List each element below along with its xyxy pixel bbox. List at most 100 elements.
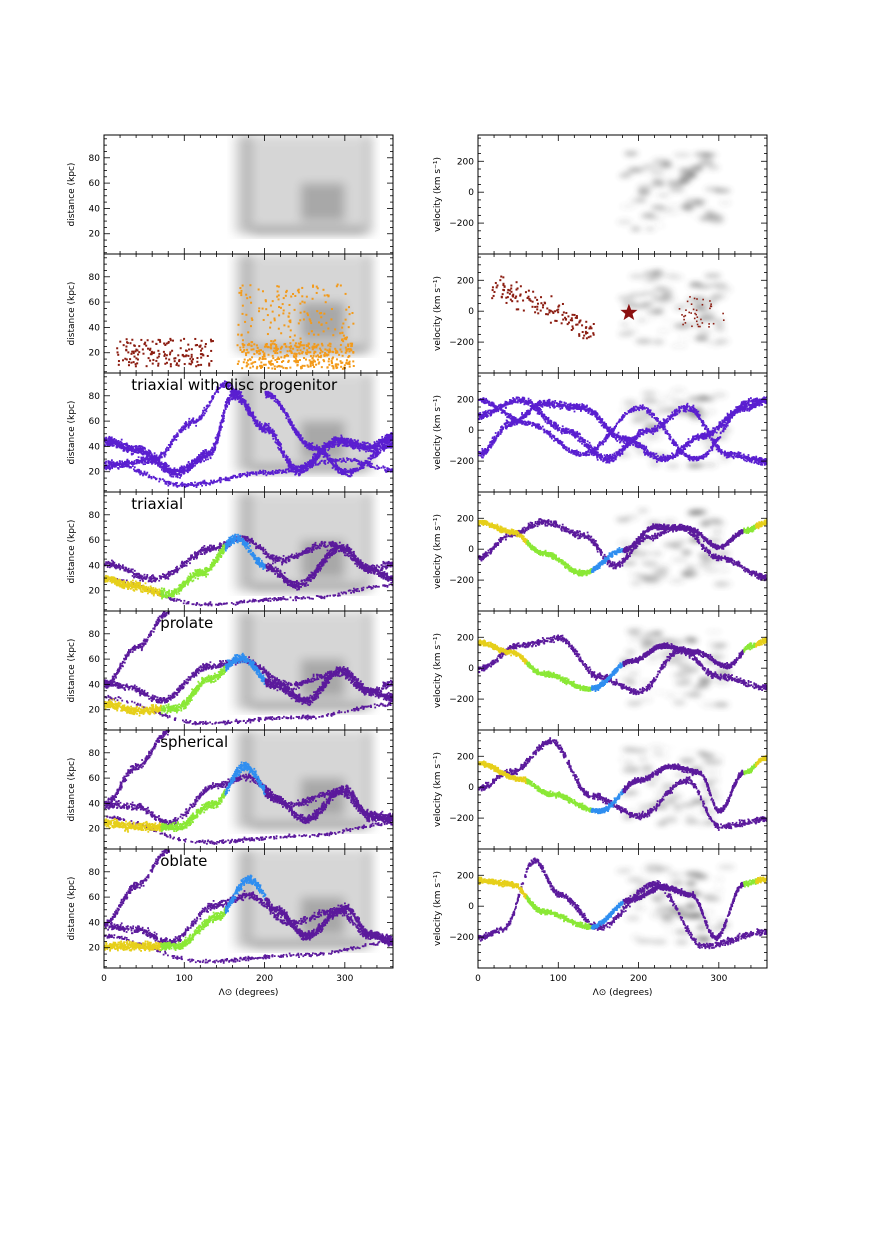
observed-point <box>129 358 132 361</box>
observed-point <box>238 291 241 294</box>
stream-point <box>361 466 363 469</box>
stream-point <box>314 453 317 456</box>
observed-point <box>173 357 176 360</box>
observed-point <box>165 357 168 360</box>
observed-point <box>190 360 193 363</box>
y-tick-label: 0 <box>468 188 474 198</box>
stream-point <box>251 412 254 414</box>
observed-point <box>290 295 293 298</box>
stream-point <box>165 466 168 469</box>
stream-point <box>186 463 189 466</box>
stream-point <box>354 446 357 448</box>
stream-point <box>106 440 109 443</box>
stream-point <box>276 440 279 443</box>
stream-point <box>310 461 313 464</box>
stream-point <box>180 428 182 431</box>
observed-point <box>516 300 519 303</box>
stream-point <box>268 432 271 435</box>
observed-point <box>168 358 171 361</box>
stream-point <box>141 453 144 455</box>
density-blob <box>678 303 695 309</box>
observed-point <box>289 335 292 338</box>
stream-point <box>219 480 222 483</box>
stream-point <box>253 418 256 421</box>
density-blob <box>704 186 722 192</box>
stream-point <box>262 429 265 431</box>
observed-point <box>250 341 253 344</box>
stream-point <box>271 472 274 475</box>
density-edge <box>364 373 373 472</box>
stream-point <box>236 398 239 401</box>
stream-point <box>104 466 106 469</box>
observed-point <box>336 283 339 286</box>
stream-point <box>125 446 128 449</box>
stream-point <box>385 441 388 444</box>
stream-point <box>330 443 333 445</box>
observed-point <box>531 305 534 308</box>
stream-point <box>373 466 376 469</box>
observed-point <box>700 318 702 321</box>
stream-point <box>287 420 290 423</box>
stream-point <box>112 445 114 447</box>
stream-point <box>388 434 390 436</box>
observed-point <box>532 290 535 293</box>
observed-point <box>584 330 587 333</box>
observed-point <box>276 347 279 350</box>
stream-point <box>298 474 300 477</box>
observed-point <box>319 352 322 355</box>
stream-point <box>178 473 180 476</box>
density-blob <box>652 339 665 345</box>
stream-point <box>150 476 152 478</box>
density-blob <box>665 165 678 171</box>
observed-point <box>531 300 534 303</box>
observed-point <box>503 289 506 292</box>
density-edge <box>364 254 373 353</box>
stream-point <box>198 458 201 461</box>
density-blob <box>652 158 670 164</box>
stream-point <box>216 438 219 441</box>
stream-point <box>269 473 271 475</box>
stream-point <box>301 437 304 439</box>
observed-point <box>165 342 168 345</box>
observed-point <box>522 309 525 312</box>
observed-point <box>344 351 347 354</box>
stream-point <box>223 384 225 387</box>
observed-point <box>690 312 692 314</box>
observed-point <box>296 349 299 352</box>
observed-point <box>266 345 269 348</box>
stream-point <box>265 474 268 477</box>
observed-point <box>695 313 698 316</box>
stream-point <box>105 467 108 470</box>
observed-point <box>340 350 343 353</box>
stream-point <box>334 439 337 442</box>
stream-point <box>155 460 158 463</box>
stream-point <box>384 434 387 437</box>
stream-point <box>187 464 190 467</box>
stream-point <box>168 467 171 470</box>
stream-point <box>198 455 201 457</box>
stream-point <box>307 465 310 468</box>
observed-point <box>299 341 302 344</box>
stream-point <box>126 451 129 453</box>
observed-point <box>241 339 244 342</box>
observed-point <box>708 323 710 325</box>
stream-point <box>219 427 222 430</box>
observed-point <box>336 350 339 353</box>
stream-point <box>353 442 356 444</box>
observed-point <box>266 314 269 317</box>
stream-point <box>380 446 382 449</box>
stream-point <box>310 465 313 467</box>
stream-point <box>297 469 300 471</box>
observed-point <box>187 354 190 357</box>
stream-point <box>287 418 290 421</box>
observed-point <box>199 349 202 352</box>
observed-point <box>516 287 519 290</box>
observed-point <box>527 289 530 292</box>
observed-point <box>696 298 698 300</box>
observed-point <box>290 351 293 354</box>
stream-point <box>135 451 138 454</box>
stream-point <box>143 470 146 473</box>
density-edge <box>364 135 373 234</box>
stream-point <box>324 446 326 449</box>
